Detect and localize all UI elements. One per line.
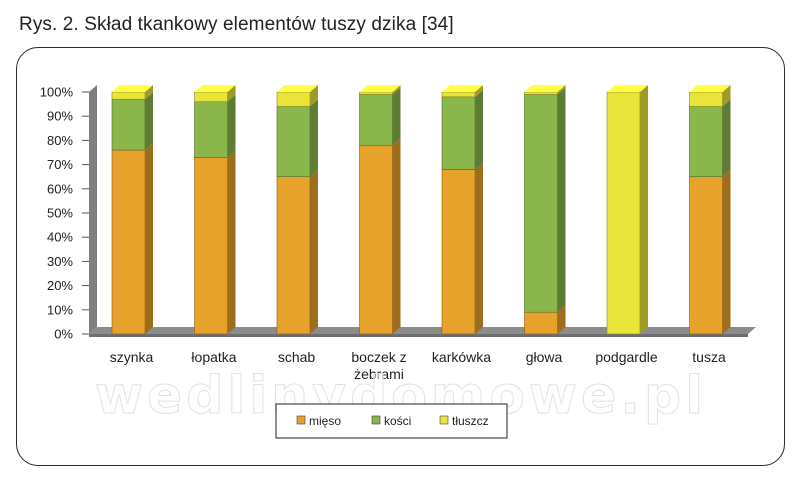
bar-segment-side — [722, 169, 731, 334]
bar-top — [689, 85, 731, 92]
bar-segment-side — [145, 92, 153, 151]
bar-segment — [359, 94, 393, 146]
x-category-label: szynka — [110, 349, 154, 365]
bar-segment — [689, 106, 723, 177]
figure-caption: Rys. 2. Skład tkankowy elementów tuszy d… — [19, 14, 454, 35]
y-axis-ticks: 0% 10% 20% 30% 40% 50% 60% 70% 80% 90% 100% — [40, 85, 89, 342]
y-tick-label: 10% — [47, 302, 73, 317]
chart-back-wall — [89, 85, 756, 337]
x-category-label: podgardle — [595, 349, 657, 365]
bar-segment-side — [310, 99, 318, 177]
bar-segment — [111, 98, 146, 151]
bar-segment — [689, 91, 723, 107]
bar-segment-side — [557, 85, 566, 95]
bar-segment-side — [310, 85, 318, 107]
y-tick-label: 50% — [47, 206, 73, 221]
bar-top — [112, 85, 153, 92]
bar-top — [277, 85, 318, 92]
bar-top — [607, 85, 648, 92]
x-category-label: boczek z — [351, 349, 406, 365]
bar-segment — [689, 176, 723, 335]
bar-segment-side — [227, 150, 236, 334]
bar-segment — [111, 91, 146, 100]
bar-segment-side — [475, 89, 483, 170]
x-category-label: głowa — [526, 349, 563, 365]
bar-segment-side — [227, 85, 236, 102]
bar-segment — [441, 96, 476, 170]
bar-segment-side — [475, 162, 483, 334]
bar-segment-side — [392, 138, 401, 334]
bar-segment — [441, 169, 476, 335]
y-tick-label: 40% — [47, 230, 73, 245]
bar-segment — [194, 91, 228, 102]
bar-segment — [524, 91, 558, 95]
floor-edge — [89, 334, 748, 337]
bar-segment — [524, 311, 558, 335]
bar-segment — [441, 91, 476, 98]
bar-top — [194, 85, 236, 92]
legend-swatch — [296, 415, 306, 425]
x-category-label: tusza — [692, 349, 726, 365]
legend-label: kości — [384, 414, 411, 428]
bar-segment — [359, 144, 393, 335]
legend-box — [275, 403, 508, 439]
legend-swatch — [439, 415, 449, 425]
legend-label: mięso — [309, 414, 341, 428]
bar-segment-side — [392, 85, 401, 95]
y-tick-label: 30% — [47, 254, 73, 269]
bar-segment-side — [310, 169, 318, 334]
y-tick-label: 0% — [54, 327, 73, 342]
bar-segment-side — [475, 85, 483, 97]
bars-group — [111, 85, 731, 335]
bar-segment-side — [722, 99, 731, 177]
legend-label: tłuszcz — [452, 414, 489, 428]
bar-top — [359, 85, 401, 92]
x-category-label: schab — [278, 349, 316, 365]
y-tick-label: 90% — [47, 109, 73, 124]
y-tick-label: 80% — [47, 133, 73, 148]
floor — [89, 327, 756, 334]
y-tick-label: 20% — [47, 278, 73, 293]
bar-segment — [524, 94, 558, 313]
bar-segment — [111, 149, 146, 335]
y-tick-label: 60% — [47, 181, 73, 196]
bar-segment — [194, 157, 228, 335]
bar-segment-side — [557, 87, 566, 313]
x-category-label: żebrami — [354, 366, 404, 382]
bar-segment-side — [640, 85, 648, 334]
y-tick-label: 70% — [47, 157, 73, 172]
bar-segment-side — [145, 143, 153, 334]
bar-top — [524, 85, 566, 92]
bar-segment — [276, 106, 311, 177]
chart-legend: mięso kości tłuszcz — [275, 403, 508, 439]
bar-segment — [276, 176, 311, 335]
x-category-label: karkówka — [432, 349, 491, 365]
bar-segment-side — [722, 85, 731, 107]
y-axis-wall — [89, 85, 97, 334]
bar-segment — [359, 91, 393, 95]
bar-segment-side — [227, 94, 236, 158]
bar-segment-side — [392, 87, 401, 146]
bar-segment — [276, 91, 311, 107]
y-tick-label: 100% — [40, 85, 74, 100]
bar-top — [442, 85, 483, 92]
x-category-label: łopatka — [191, 349, 236, 365]
legend-swatch — [371, 415, 381, 425]
bar-segment — [606, 91, 641, 335]
bar-segment-side — [145, 85, 153, 100]
bar-segment — [194, 101, 228, 158]
bar-segment-side — [557, 305, 566, 334]
